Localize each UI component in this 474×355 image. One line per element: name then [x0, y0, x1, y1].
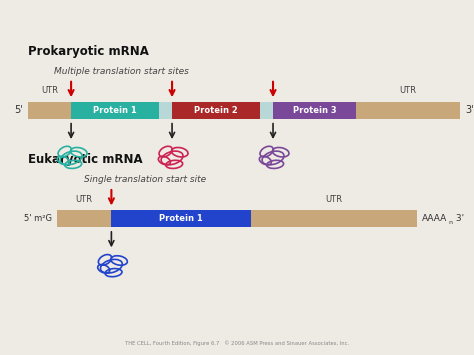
- Bar: [71, 102, 159, 119]
- Text: UTR: UTR: [326, 195, 343, 204]
- Bar: [57, 210, 417, 227]
- Text: 3': 3': [453, 214, 464, 223]
- Text: Eukaryotic mRNA: Eukaryotic mRNA: [28, 153, 143, 166]
- Text: n: n: [448, 220, 452, 225]
- Text: UTR: UTR: [76, 195, 92, 204]
- Bar: [273, 102, 356, 119]
- Bar: [260, 102, 273, 119]
- Bar: [111, 210, 251, 227]
- Text: Protein 1: Protein 1: [93, 106, 137, 115]
- Text: Multiple translation start sites: Multiple translation start sites: [54, 67, 189, 76]
- Bar: [159, 102, 172, 119]
- Text: AAAA: AAAA: [422, 214, 447, 223]
- Text: Protein 3: Protein 3: [292, 106, 337, 115]
- Text: Protein 2: Protein 2: [194, 106, 238, 115]
- Text: UTR: UTR: [400, 87, 416, 95]
- Text: THE CELL, Fourth Edition, Figure 6.7   © 2006 ASM Press and Sinauer Associates, : THE CELL, Fourth Edition, Figure 6.7 © 2…: [125, 340, 349, 346]
- Text: Protein 1: Protein 1: [159, 214, 203, 223]
- Bar: [172, 102, 260, 119]
- Text: UTR: UTR: [41, 87, 58, 95]
- Text: 5': 5': [14, 105, 23, 115]
- Text: 3': 3': [465, 105, 474, 115]
- Text: Single translation start site: Single translation start site: [83, 175, 206, 184]
- Text: 5' m²G: 5' m²G: [24, 214, 52, 223]
- Bar: [28, 102, 460, 119]
- Text: Prokaryotic mRNA: Prokaryotic mRNA: [28, 44, 149, 58]
